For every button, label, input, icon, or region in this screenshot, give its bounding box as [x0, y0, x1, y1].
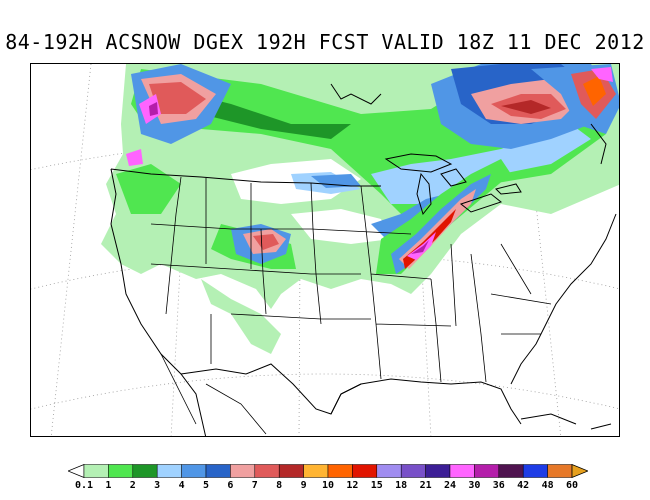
colorbar-tick-label: 8	[276, 480, 283, 491]
us-canada-border	[110, 168, 381, 187]
colorbar-tick-label: 18	[395, 480, 408, 491]
caribbean	[520, 413, 612, 430]
canada-coast	[330, 83, 607, 165]
no-snow-gap-2	[291, 209, 391, 244]
colorbar-segment	[108, 464, 134, 478]
snow-region-green-3	[116, 164, 181, 214]
colorbar-segment	[449, 464, 475, 478]
colorbar-tick-label: 1	[105, 480, 112, 491]
atlantic-coast	[510, 213, 617, 385]
colorbar-tick-label: 24	[443, 480, 457, 491]
colorbar-labels: 0.1 1 2 3 4 5 6 7 8 9 10 12 15 18 21 24 30 36 42 48 60	[68, 480, 588, 494]
colorbar-segment	[303, 464, 329, 478]
colorbar-segment	[547, 464, 573, 478]
colorbar-tick-label: 10	[321, 480, 335, 491]
colorbar-segment	[327, 464, 353, 478]
great-lakes	[384, 153, 522, 216]
colorbar-tick-label: 9	[300, 480, 307, 491]
colorbar-tick-label: 7	[251, 480, 258, 491]
colorbar-segment	[278, 464, 304, 478]
snow-band-ne-orange	[583, 76, 606, 106]
colorbar-tick-label: 15	[370, 480, 383, 491]
colorbar-segment	[230, 464, 256, 478]
colorbar-tick-label: 3	[154, 480, 161, 491]
snow-band-darkred-canada	[501, 100, 551, 114]
colorbar-segment	[400, 464, 426, 478]
snowfall-shading	[101, 64, 619, 354]
colorbar	[68, 464, 588, 478]
mexico-outline	[160, 353, 267, 435]
colorbar-segment	[132, 464, 158, 478]
graticule	[31, 64, 619, 436]
colorbar-tick-label: 42	[517, 480, 530, 491]
colorbar-tick-label: 4	[178, 480, 185, 491]
gulf-coast	[330, 378, 522, 425]
colorbar-tick-label: 30	[468, 480, 481, 491]
pacific-coast	[110, 168, 207, 436]
snow-region-light-green-2	[201, 279, 281, 354]
colorbar-tick-label: 12	[346, 480, 359, 491]
colorbar-segment	[474, 464, 500, 478]
colorbar-segment	[376, 464, 402, 478]
forecast-map	[30, 63, 620, 437]
snow-band-light-blue	[371, 124, 591, 204]
snowfall-map-canvas	[31, 64, 619, 436]
colorbar-segment	[522, 464, 548, 478]
boundaries	[110, 83, 617, 436]
snow-band-ne-magenta	[591, 67, 613, 82]
colorbar-tick-label: 0.1	[74, 480, 94, 491]
colorbar-tick-label: 60	[565, 480, 579, 491]
colorbar-tick-label: 21	[419, 480, 432, 491]
colorbar-segment	[425, 464, 451, 478]
colorbar-segment	[83, 464, 109, 478]
colorbar-tick-label: 48	[541, 480, 554, 491]
map-title: 84-192H ACSNOW DGEX 192H FCST VALID 18Z …	[5, 30, 645, 54]
colorbar-segment	[156, 464, 182, 478]
snow-band-pnw-magenta-2	[126, 149, 143, 166]
mexico-border	[180, 363, 362, 415]
colorbar-segment	[498, 464, 524, 478]
colorbar-tick-label: 6	[227, 480, 234, 491]
colorbar-tick-label: 36	[492, 480, 505, 491]
snow-band-blue-2	[311, 174, 361, 188]
state-lines	[150, 176, 552, 383]
colorbar-segment	[181, 464, 207, 478]
colorbar-over-triangle	[571, 464, 588, 478]
colorbar-segment	[254, 464, 280, 478]
snow-band-pnw-red	[149, 82, 206, 114]
snow-band-rockies-red	[253, 234, 279, 250]
colorbar-segment	[352, 464, 378, 478]
colorbar-tick-label: 2	[129, 480, 136, 491]
colorbar-segment	[205, 464, 231, 478]
snow-band-pnw-purple	[149, 102, 158, 116]
colorbar-under-triangle	[68, 464, 85, 478]
colorbar-tick-label: 5	[202, 480, 210, 491]
snow-band-midwest-purple	[411, 240, 429, 254]
